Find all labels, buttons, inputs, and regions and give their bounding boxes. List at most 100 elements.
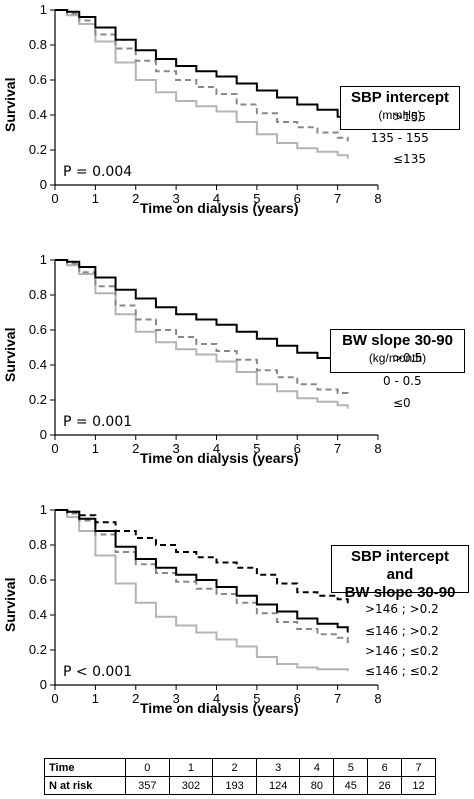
km-plot-bw: 0 1 2 3 4 5 6 7 8 0 0.2 0.4 0.6 0.8 1 xyxy=(29,252,382,456)
x-tick-label: 0 xyxy=(51,691,58,706)
risk-table-cell: 302 xyxy=(168,776,214,795)
y-tick-label: 0.6 xyxy=(29,72,47,87)
y-axis-title: Survival xyxy=(2,77,18,132)
y-tick-label: 0.2 xyxy=(29,142,47,157)
x-tick-label: 8 xyxy=(374,191,381,206)
risk-table-count-row: N at risk 357 302 193 124 80 45 26 12 xyxy=(44,776,436,795)
legend-title: SBP intercept xyxy=(350,89,450,106)
survival-curve xyxy=(55,509,349,671)
km-plot-sbp: 0 1 2 3 4 5 6 7 8 0 0.2 0.4 0.6 0.8 1 xyxy=(29,2,382,206)
survival-curve xyxy=(55,9,349,142)
legend-title: SBP intercept and xyxy=(350,548,450,583)
x-tick-label: 0 xyxy=(51,191,58,206)
y-tick-label: 1 xyxy=(40,252,47,267)
risk-table-cell: 6 xyxy=(367,758,403,777)
x-tick-label: 4 xyxy=(213,191,220,206)
x-tick-label: 1 xyxy=(92,441,99,456)
y-tick-label: 0 xyxy=(40,177,47,192)
risk-table-cell: 3 xyxy=(255,758,301,777)
p-value: P = 0.001 xyxy=(63,414,133,430)
legend-box: SBP intercept (mmHg) xyxy=(340,86,460,130)
risk-table-cell: 193 xyxy=(212,776,257,795)
legend-unit: (mmHg) xyxy=(378,108,422,122)
legend-box: BW slope 30-90 (kg/month) xyxy=(330,329,465,373)
legend-title-line-2: BW slope 30-90 xyxy=(344,584,456,601)
survival-curve xyxy=(55,259,349,397)
y-tick-label: 1 xyxy=(40,2,47,17)
x-tick-label: 2 xyxy=(132,441,139,456)
survival-curve xyxy=(55,259,349,409)
survival-curve xyxy=(55,509,349,633)
x-tick-label: 1 xyxy=(92,191,99,206)
risk-table-cell: 7 xyxy=(401,758,436,777)
y-tick-label: 0.6 xyxy=(29,322,47,337)
series-label: >0.5 xyxy=(393,351,423,365)
x-axis-title: Time on dialysis (years) xyxy=(140,450,299,466)
y-tick-label: 0 xyxy=(40,677,47,692)
risk-table-cell: 12 xyxy=(401,776,436,795)
y-tick-label: 0.2 xyxy=(29,642,47,657)
y-tick-label: 0 xyxy=(40,427,47,442)
series-label: ≤135 xyxy=(393,152,426,166)
survival-curve xyxy=(55,509,349,605)
legend-box: SBP intercept and BW slope 30-90 xyxy=(331,545,469,601)
risk-table: Time 0 1 2 3 4 5 6 7 N at risk 357 302 1… xyxy=(44,758,436,795)
x-tick-label: 3 xyxy=(173,441,180,456)
x-axis-title: Time on dialysis (years) xyxy=(140,200,299,216)
survival-curve xyxy=(55,509,349,643)
survival-curve xyxy=(55,9,349,122)
risk-table-cell: 4 xyxy=(299,758,335,777)
risk-table-cell: 0 xyxy=(125,758,170,777)
x-tick-label: 2 xyxy=(132,691,139,706)
x-tick-label: 6 xyxy=(294,441,301,456)
x-tick-label: 0 xyxy=(51,441,58,456)
risk-table-cell: 5 xyxy=(333,758,369,777)
x-tick-label: 5 xyxy=(253,691,260,706)
risk-table-cell: 2 xyxy=(212,758,257,777)
x-tick-label: 8 xyxy=(374,691,381,706)
x-tick-label: 6 xyxy=(294,691,301,706)
y-axis-title: Survival xyxy=(2,327,18,382)
risk-table-cell: 45 xyxy=(333,776,369,795)
y-tick-label: 0.8 xyxy=(29,37,47,52)
y-tick-label: 0.4 xyxy=(29,607,47,622)
series-label: >155 xyxy=(393,110,426,124)
series-label: >146 ; >0.2 xyxy=(365,602,439,616)
p-value: P = 0.004 xyxy=(63,164,133,180)
survival-curve xyxy=(55,9,349,159)
survival-curve xyxy=(55,259,349,369)
km-plot-combined: 0 1 2 3 4 5 6 7 8 0 0.2 0.4 0.6 0.8 1 xyxy=(29,502,382,706)
series-label: ≤0 xyxy=(393,396,411,410)
y-tick-label: 0.4 xyxy=(29,107,47,122)
x-tick-label: 7 xyxy=(334,691,341,706)
risk-table-time-row: Time 0 1 2 3 4 5 6 7 xyxy=(44,758,436,777)
series-label: 0 - 0.5 xyxy=(383,374,422,388)
y-tick-label: 0.2 xyxy=(29,392,47,407)
x-axis-title: Time on dialysis (years) xyxy=(140,700,299,716)
y-tick-label: 0.8 xyxy=(29,287,47,302)
x-tick-label: 1 xyxy=(92,691,99,706)
risk-table-time-label: Time xyxy=(44,758,126,777)
risk-table-cell: 124 xyxy=(255,776,301,795)
x-tick-label: 2 xyxy=(132,191,139,206)
y-tick-label: 1 xyxy=(40,502,47,517)
x-tick-label: 7 xyxy=(334,441,341,456)
series-label: 135 - 155 xyxy=(371,131,429,145)
km-panel-sbp: 0 1 2 3 4 5 6 7 8 0 0.2 0.4 0.6 0.8 1 Survival Time on… xyxy=(0,0,474,220)
legend-title: BW slope 30-90 xyxy=(342,332,453,349)
legend-unit: (kg/month) xyxy=(368,351,427,365)
y-tick-label: 0.6 xyxy=(29,572,47,587)
x-tick-label: 8 xyxy=(374,441,381,456)
x-tick-label: 7 xyxy=(334,191,341,206)
x-tick-label: 4 xyxy=(213,441,220,456)
risk-table-risk-label: N at risk xyxy=(44,776,126,795)
risk-table-cell: 357 xyxy=(125,776,170,795)
risk-table-cell: 1 xyxy=(168,758,214,777)
x-tick-label: 6 xyxy=(294,191,301,206)
x-tick-label: 3 xyxy=(173,191,180,206)
risk-table-cell: 26 xyxy=(367,776,403,795)
km-panel-combined: 0 1 2 3 4 5 6 7 8 0 0.2 0.4 0.6 0.8 1 Survival Time on… xyxy=(0,500,474,740)
series-label: ≤146 ; ≤0.2 xyxy=(365,664,439,678)
km-panel-bw: 0 1 2 3 4 5 6 7 8 0 0.2 0.4 0.6 0.8 1 Survival Time on… xyxy=(0,250,474,470)
p-value: P < 0.001 xyxy=(63,664,133,680)
